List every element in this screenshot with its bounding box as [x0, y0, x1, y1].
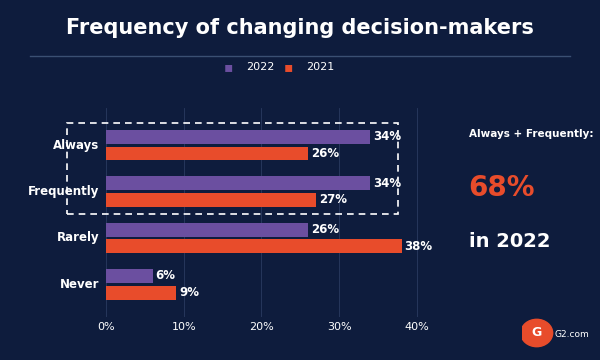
- Text: Always + Frequently:: Always + Frequently:: [469, 129, 593, 139]
- Text: 2022: 2022: [246, 62, 274, 72]
- Text: Never: Never: [60, 278, 100, 291]
- Text: 26%: 26%: [311, 147, 340, 160]
- Text: 27%: 27%: [319, 193, 347, 206]
- Text: G: G: [532, 327, 542, 339]
- Text: 6%: 6%: [155, 270, 176, 283]
- Bar: [106, 176, 370, 190]
- Bar: [106, 193, 316, 207]
- Text: 34%: 34%: [374, 177, 401, 190]
- Text: G2.com: G2.com: [555, 330, 590, 339]
- Text: 38%: 38%: [404, 240, 433, 253]
- Bar: [106, 147, 308, 161]
- Bar: [67, 123, 398, 214]
- Bar: [106, 130, 370, 144]
- Text: 26%: 26%: [311, 223, 340, 236]
- Bar: [106, 269, 152, 283]
- Text: 2021: 2021: [306, 62, 334, 72]
- Bar: [106, 286, 176, 300]
- Text: Frequency of changing decision-makers: Frequency of changing decision-makers: [66, 18, 534, 38]
- Text: 68%: 68%: [469, 174, 535, 202]
- Text: ▪: ▪: [223, 60, 233, 73]
- Circle shape: [521, 319, 553, 347]
- Text: ▪: ▪: [283, 60, 293, 73]
- Text: 34%: 34%: [374, 130, 401, 143]
- Text: Always: Always: [53, 139, 100, 152]
- Text: Rarely: Rarely: [57, 231, 100, 244]
- Text: in 2022: in 2022: [469, 233, 550, 251]
- Text: Frequently: Frequently: [28, 185, 100, 198]
- Text: 9%: 9%: [179, 286, 199, 299]
- Bar: [106, 239, 401, 253]
- Bar: [106, 222, 308, 237]
